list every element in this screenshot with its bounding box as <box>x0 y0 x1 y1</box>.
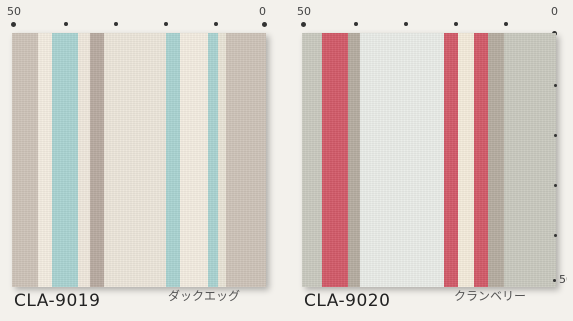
fabric-stripe <box>52 33 78 287</box>
scale-start-label: 50 <box>7 5 21 18</box>
fabric-stripe <box>474 33 488 287</box>
fabric-stripe <box>504 33 556 287</box>
fabric-stripe <box>208 33 218 287</box>
vertical-scale-dot <box>554 234 557 237</box>
fabric-stripe <box>38 33 52 287</box>
vertical-scale-dot <box>554 84 557 87</box>
fabric-stripe <box>444 33 458 287</box>
vertical-scale-dot <box>554 184 557 187</box>
scale-start-label: 50 <box>297 5 311 18</box>
fabric-stripe <box>302 33 322 287</box>
scale-dot <box>164 22 168 26</box>
scale-end-label: 0 <box>259 5 266 18</box>
fabric-swatch-image[interactable] <box>302 33 556 287</box>
scale-dot <box>64 22 68 26</box>
fabric-stripe <box>12 33 38 287</box>
scale-dot <box>114 22 118 26</box>
scale-dot <box>454 22 458 26</box>
fabric-stripe <box>360 33 444 287</box>
scale-dot <box>214 22 218 26</box>
scale-dot <box>354 22 358 26</box>
fabric-stripe <box>322 33 348 287</box>
color-name: クランベリー <box>454 289 527 303</box>
fabric-stripe <box>488 33 504 287</box>
scale-dot <box>301 22 306 27</box>
fabric-stripe <box>226 33 266 287</box>
scale-dot <box>262 22 267 27</box>
vertical-scale-end-label: 50 <box>559 274 567 285</box>
fabric-stripe <box>458 33 474 287</box>
scale-dot <box>404 22 408 26</box>
product-code: CLA-9020 <box>304 291 391 311</box>
fabric-stripe <box>166 33 180 287</box>
product-code: CLA-9019 <box>14 291 101 311</box>
swatch-panel-cla-9019: 50 0 CLA-9019 ダックエッグ <box>0 0 275 321</box>
vertical-scale-dot <box>553 279 556 282</box>
swatch-panel-cla-9020: 50 0 50 CLA-9020 クランベリー <box>290 0 567 321</box>
fabric-stripe <box>90 33 104 287</box>
vertical-scale-dot <box>554 134 557 137</box>
fabric-swatch-image[interactable] <box>12 33 266 287</box>
fabric-stripe <box>348 33 360 287</box>
fabric-stripe <box>180 33 208 287</box>
fabric-stripe <box>78 33 90 287</box>
scale-dot <box>504 22 508 26</box>
color-name: ダックエッグ <box>168 289 241 303</box>
scale-end-label: 0 <box>551 5 558 18</box>
scale-dot <box>11 22 16 27</box>
